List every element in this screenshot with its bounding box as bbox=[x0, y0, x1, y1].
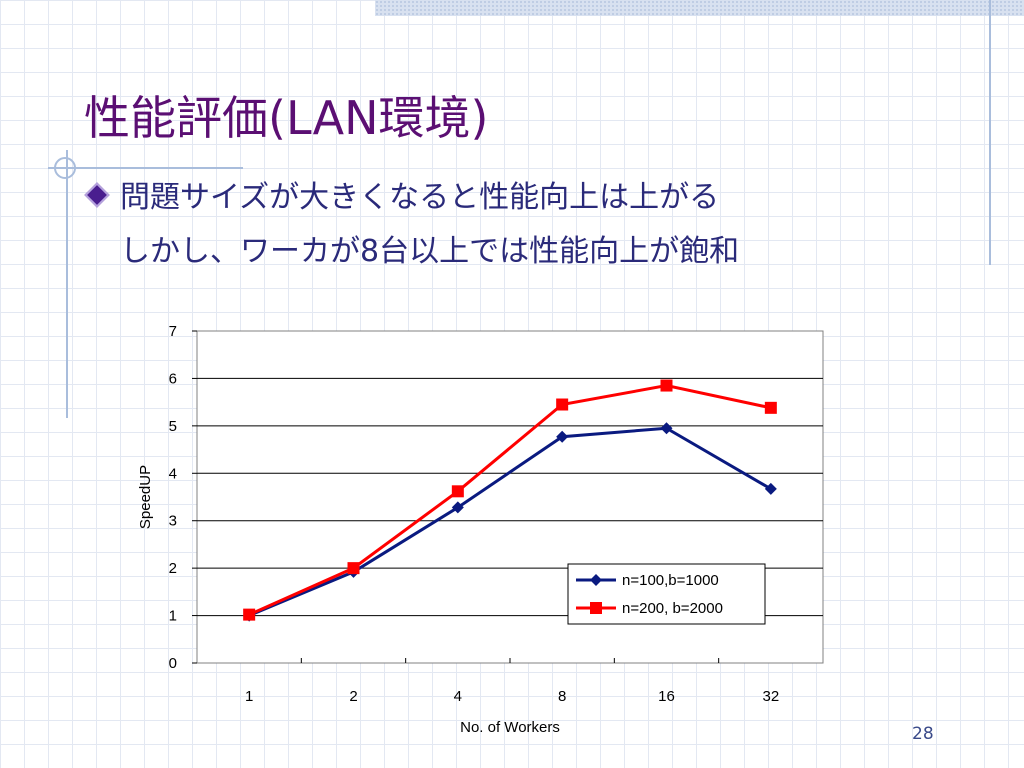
data-point-series-1 bbox=[764, 482, 777, 495]
decorative-circle-icon bbox=[54, 157, 76, 179]
decorative-horizontal-line bbox=[48, 167, 243, 169]
data-point-series-2 bbox=[660, 379, 673, 392]
diamond-bullet-icon bbox=[84, 182, 110, 208]
y-tick-label: 7 bbox=[169, 323, 177, 340]
legend-marker-1 bbox=[590, 574, 602, 586]
y-tick-label: 0 bbox=[169, 655, 177, 672]
data-point-series-2 bbox=[556, 398, 569, 411]
legend-marker-2 bbox=[590, 602, 602, 614]
y-tick-label: 4 bbox=[169, 465, 177, 482]
decorative-vertical-line bbox=[66, 150, 68, 418]
data-point-series-1 bbox=[556, 430, 569, 443]
bullet-text-line-1: 問題サイズが大きくなると性能向上は上がる bbox=[120, 180, 720, 215]
x-tick-label: 16 bbox=[658, 688, 675, 705]
data-point-series-2 bbox=[764, 401, 777, 414]
x-tick-label: 32 bbox=[762, 688, 779, 705]
bullet-text-line-2: しかし、ワーカが8台以上では性能向上が飽和 bbox=[120, 234, 740, 269]
data-point-series-2 bbox=[451, 485, 464, 498]
x-tick-label: 1 bbox=[245, 688, 253, 705]
x-tick-label: 8 bbox=[558, 688, 566, 705]
series-line-2 bbox=[248, 384, 772, 616]
y-tick-label: 1 bbox=[169, 608, 177, 625]
slide-title: 性能評価(LAN環境) bbox=[84, 91, 489, 145]
page-number: 28 bbox=[912, 724, 934, 744]
data-point-series-2 bbox=[243, 608, 256, 621]
data-point-series-2 bbox=[347, 562, 360, 575]
speedup-line-chart: 0 1 2 3 4 5 6 7 1 2 4 8 16 32 No. of Workers SpeedUP n=1… bbox=[137, 323, 824, 736]
y-axis-title: SpeedUP bbox=[137, 465, 154, 529]
top-decorative-band bbox=[375, 0, 1024, 16]
legend-label-1: n=100,b=1000 bbox=[622, 572, 719, 589]
series-line-1 bbox=[248, 426, 772, 617]
y-tick-label: 5 bbox=[169, 418, 177, 435]
y-tick-label: 6 bbox=[169, 370, 177, 387]
x-axis-title: No. of Workers bbox=[460, 719, 560, 736]
data-point-series-1 bbox=[451, 501, 464, 514]
x-tick-label: 2 bbox=[349, 688, 357, 705]
y-tick-label: 3 bbox=[169, 513, 177, 530]
y-tick-label: 2 bbox=[169, 560, 177, 577]
decorative-vertical-line bbox=[989, 0, 991, 265]
legend-label-2: n=200, b=2000 bbox=[622, 600, 723, 617]
data-point-series-1 bbox=[660, 422, 673, 435]
x-tick-label: 4 bbox=[454, 688, 462, 705]
